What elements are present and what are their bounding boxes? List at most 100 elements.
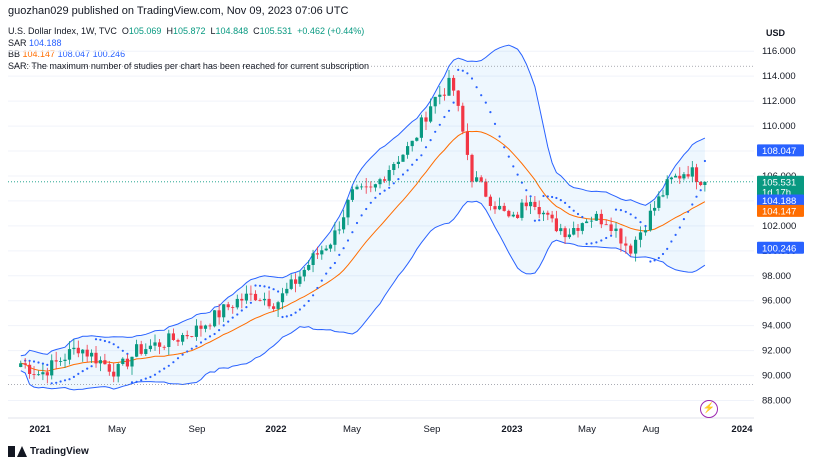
candle-body [447,77,451,96]
candle-body [479,177,483,182]
sar-dot [551,195,554,199]
candle-body [185,335,189,337]
sar-dot [529,195,532,198]
candle-body [424,117,428,122]
x-tick-label: May [108,424,126,435]
footer-brand: TradingView [8,446,89,457]
candle-body [267,298,271,307]
bb-label: BB [8,49,21,59]
candle-body [461,105,465,132]
sar-dot [81,370,84,373]
candle-body [502,205,506,211]
candle-body [396,161,400,164]
bb-upper-tag: 108.047 [762,146,796,157]
bb-row[interactable]: BB 104.147 108.047 100.246 [8,49,369,61]
sar-dot [181,353,184,356]
publisher-line: guozhan029 published on TradingView.com,… [8,5,349,17]
candle-body [98,360,102,364]
lightning-icon[interactable]: ⚡ [700,400,718,418]
candle-body [511,214,515,217]
sar-dot [153,373,157,376]
sar-row[interactable]: SAR 104.188 [8,38,369,50]
candle-body [429,106,433,122]
currency-label: USD [766,28,786,38]
ohlc-row: U.S. Dollar Index, 1W, TVC O105.069 H105… [8,26,369,38]
sar-dot [614,208,618,211]
candle-body [475,177,479,182]
sar-dot [595,241,598,244]
sar-dot [172,361,175,364]
candle-body [76,347,80,354]
candle-body [222,304,226,318]
candle-body [537,207,541,215]
sar-dot [41,362,45,365]
sar-dot [585,242,588,245]
sar-dot [670,240,673,243]
candle-body [231,307,235,308]
candle-body [276,302,280,309]
sar-dot [121,349,124,352]
candle-body [302,269,306,277]
sar-dot [378,192,382,195]
sar-dot [546,195,549,198]
candle-body [19,363,23,367]
candle-body [139,344,143,354]
sar-dot [316,286,319,290]
sar-dot [605,236,608,240]
sar-dot [195,345,198,348]
candle-body [315,253,319,255]
symbol-name[interactable]: U.S. Dollar Index, 1W, TVC [8,26,117,36]
sar-dot [678,226,681,229]
sar-dot [424,146,428,149]
candle-body [36,374,41,376]
sar-dot [666,247,669,250]
candle-body [190,336,194,337]
candle-body [328,244,333,249]
candle-body [262,298,267,301]
candle-body [346,199,350,218]
high-value: 105.872 [172,26,206,36]
sar-dot [392,182,395,185]
sar-dot [699,189,702,192]
sar-dot [294,311,297,314]
sar-dot [99,338,102,341]
candle-body [585,221,589,224]
candle-body [194,325,198,337]
candle-body [546,212,550,215]
x-tick-label: 2022 [265,424,286,435]
candle-body [298,276,302,284]
sar-dot [254,284,257,287]
sar-dot [420,154,423,157]
sar-dot [46,363,49,366]
candle-body [54,360,58,362]
sar-dot [365,207,368,211]
y-tick-label: 92.000 [762,346,791,357]
sar-dot [447,109,451,112]
sar-dot [703,159,707,163]
candle-body [599,213,603,225]
candle-body [686,174,690,177]
candle-body [572,228,576,235]
candle-body [387,170,391,181]
sar-dot [94,338,98,341]
sar-dot [72,375,75,378]
candle-body [63,359,67,361]
sar-dot [213,332,216,336]
sar-dot [470,77,474,80]
sar-dot [369,201,372,204]
sar-dot [342,247,345,250]
sar-dot [411,163,414,166]
candle-body [554,218,558,232]
candle-body [162,346,166,348]
sar-dot [657,256,660,260]
sar-dot [397,178,400,181]
sar-tag-bg [757,194,804,207]
candle-body [563,228,567,238]
candle-body [364,186,368,188]
candle-body [90,352,94,357]
candle-body [524,202,528,207]
candle-body [158,342,162,347]
sar-dot [108,341,111,344]
candle-body [67,349,72,360]
